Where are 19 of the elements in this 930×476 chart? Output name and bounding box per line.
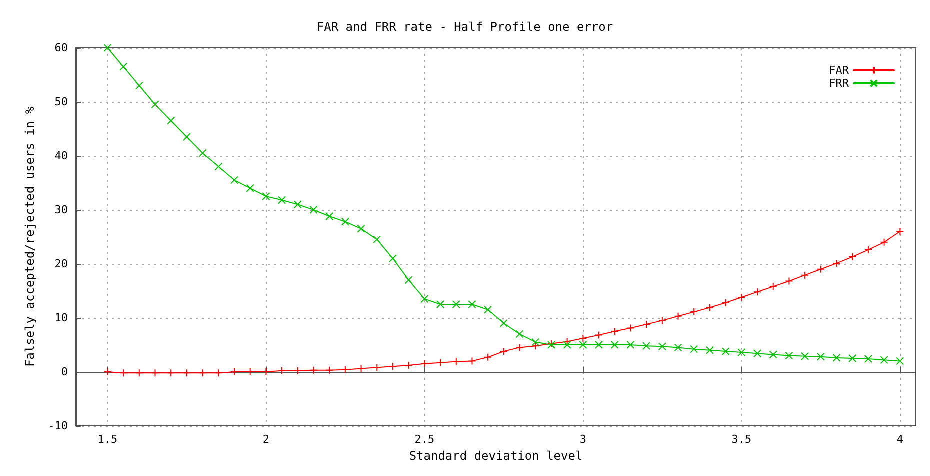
y-tick-label: 60 [54,42,68,54]
x-tick-label: 4 [896,433,904,446]
x-tick-label: 3.5 [732,433,752,446]
x-tick-label: 1.5 [98,433,118,446]
y-axis-title: Falsely accepted/rejected users in % [23,106,37,368]
chart-title: FAR and FRR rate - Half Profile one error [316,20,614,34]
x-tick-label: 2.5 [414,433,435,446]
y-tick-label: 0 [61,366,68,378]
legend-label: FRR [829,77,850,90]
x-tick-label: 2 [262,433,270,446]
y-tick-label: 50 [54,96,68,108]
y-tick-label: 40 [54,150,68,162]
y-tick-label: -10 [48,420,68,432]
y-tick-label: 10 [54,312,68,324]
x-axis-title: Standard deviation level [409,449,583,463]
x-tick-label: 3 [580,433,586,446]
y-tick-label: 30 [54,204,68,216]
legend-label: FAR [829,64,850,77]
y-tick-label: 20 [54,258,68,270]
